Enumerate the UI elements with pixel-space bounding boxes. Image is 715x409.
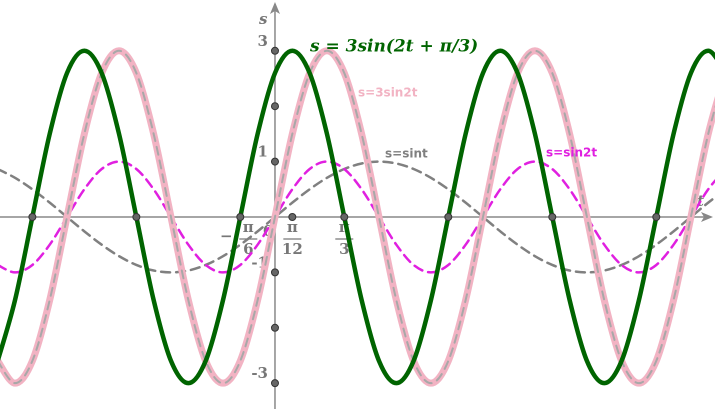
- point: [236, 212, 245, 221]
- point: [270, 323, 279, 332]
- point: [270, 268, 279, 277]
- point: [270, 157, 279, 166]
- point: [444, 212, 453, 221]
- point: [28, 212, 37, 221]
- curve: [0, 49, 715, 385]
- y-tick-label: 3: [258, 32, 268, 50]
- curve: [0, 160, 715, 274]
- curve: [0, 160, 715, 274]
- x-tick-label: − π 6: [220, 218, 254, 258]
- curve-label: s=sint: [385, 147, 428, 161]
- x-arrow: [701, 211, 713, 222]
- x-tick-label: π 12: [282, 218, 303, 258]
- y-axis-label: s: [259, 10, 268, 28]
- y-tick-label: -3: [251, 364, 268, 382]
- point: [340, 212, 349, 221]
- point: [270, 379, 279, 388]
- point: [270, 102, 279, 111]
- point: [132, 212, 141, 221]
- curve-label: s = 3sin(2t + π/3): [309, 37, 478, 57]
- curve-label: s=sin2t: [546, 146, 597, 160]
- y-arrow: [269, 2, 280, 14]
- y-tick-label: 1: [258, 143, 268, 161]
- plot-area: [0, 47, 715, 387]
- point: [548, 212, 557, 221]
- point: [270, 46, 279, 55]
- point: [652, 212, 661, 221]
- point: [288, 212, 297, 221]
- curve: [0, 48, 715, 386]
- curve-label: s=3sin2t: [358, 86, 418, 100]
- origin-label: 0: [263, 222, 273, 240]
